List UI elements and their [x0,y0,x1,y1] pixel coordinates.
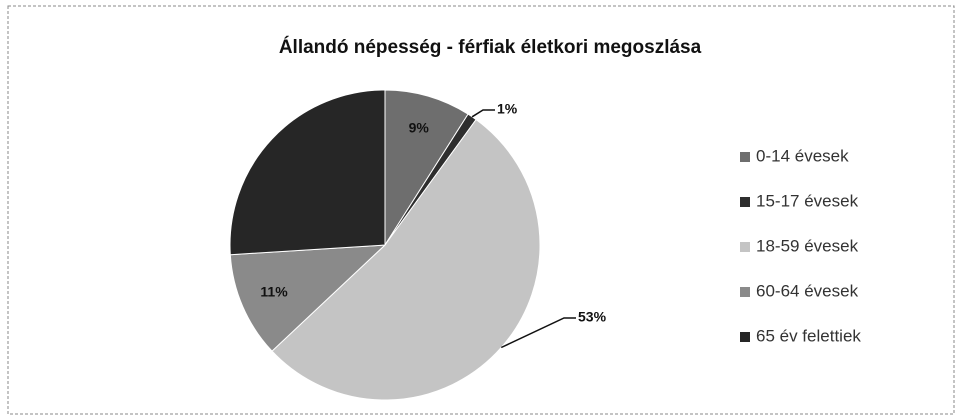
legend-swatch [740,332,750,342]
pie-slice [271,118,541,401]
leader-line [500,317,576,349]
legend-swatch [740,242,750,252]
data-label: 53% [578,309,607,325]
legend-label: 18-59 évesek [756,236,859,255]
leader-line [471,109,495,118]
legend-label: 65 év felettiek [756,326,861,345]
pie-slice [384,89,469,247]
legend-label: 15-17 évesek [756,191,859,210]
pie-slice [229,244,387,352]
data-label: 9% [409,120,430,136]
data-label: 1% [497,101,518,117]
pie-slice [229,89,386,256]
data-label: 11% [260,284,288,300]
chart-border [7,5,955,415]
chart-title: Állandó népesség - férfiak életkori mego… [279,36,702,58]
legend-label: 60-64 évesek [756,281,859,300]
legend-swatch [740,287,750,297]
legend-swatch [740,197,750,207]
legend-label: 0-14 évesek [756,146,849,165]
legend-swatch [740,152,750,162]
